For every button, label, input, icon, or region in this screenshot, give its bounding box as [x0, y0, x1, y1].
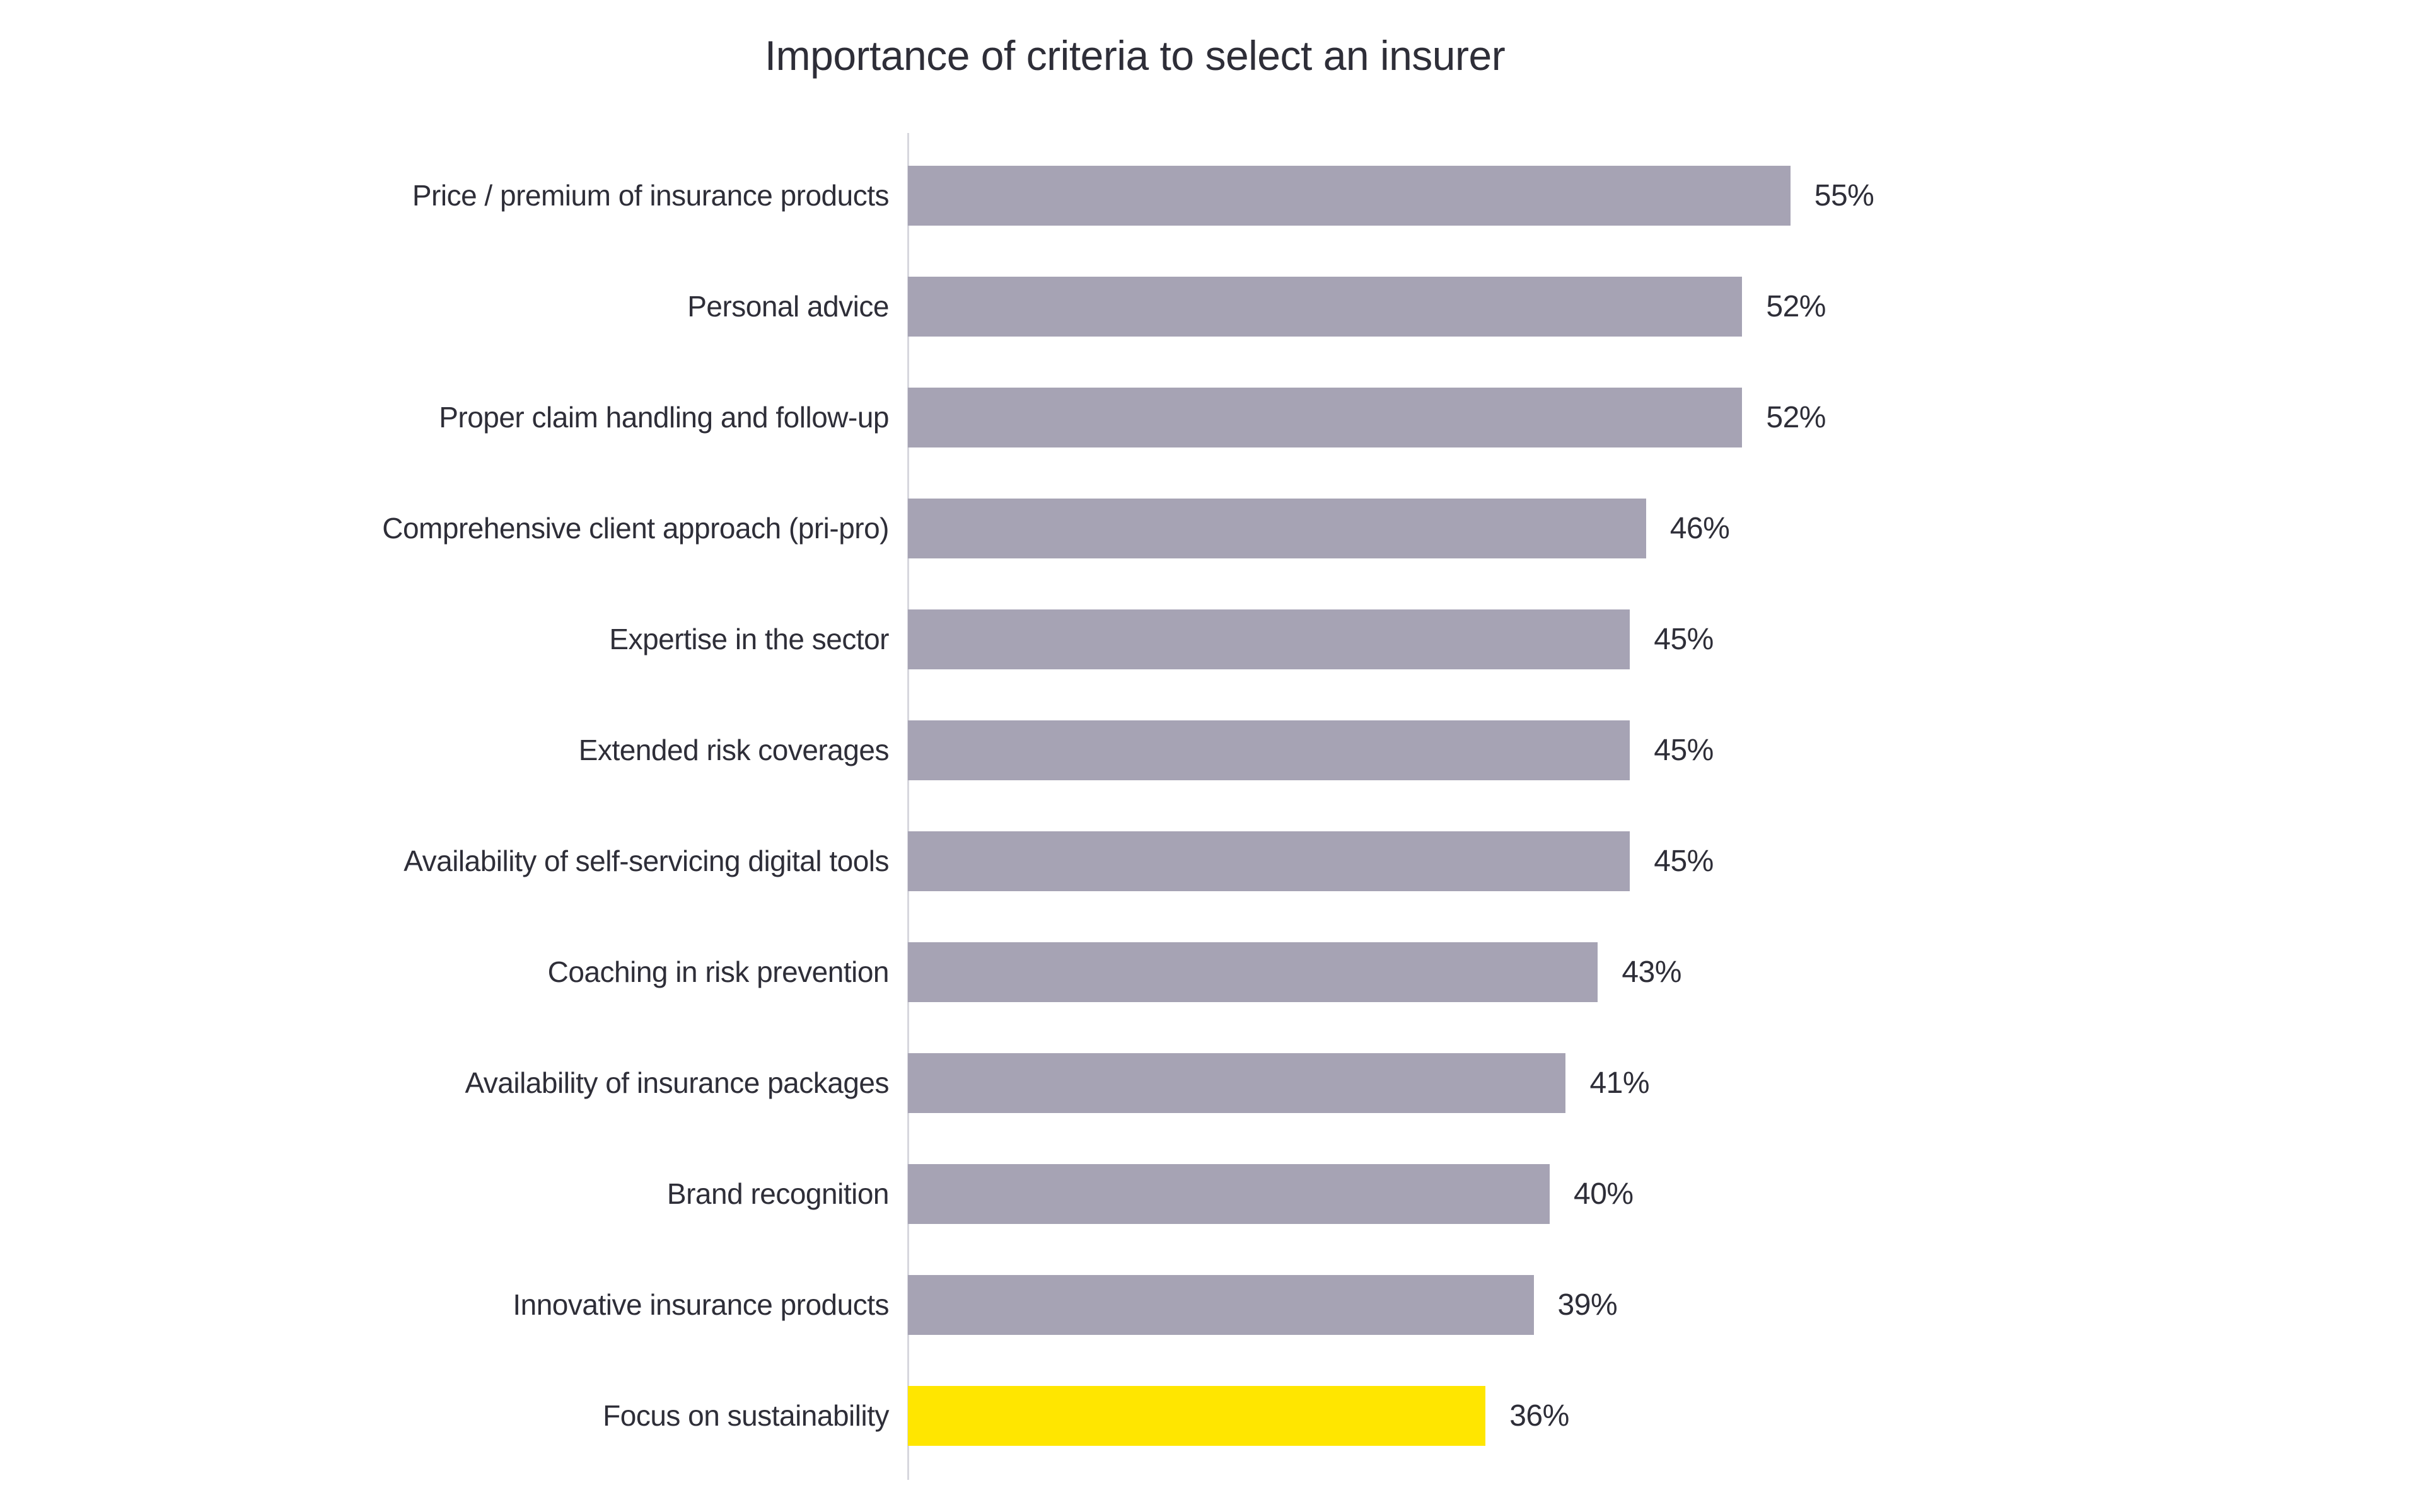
category-label: Availability of insurance packages [465, 1066, 889, 1099]
category-label: Extended risk coverages [578, 734, 890, 766]
value-label: 39% [1557, 1288, 1618, 1322]
chart-row: Personal advice 52% [0, 251, 2421, 362]
bar-track: 41% [908, 1027, 2421, 1138]
bar-track: 36% [908, 1360, 2421, 1471]
category-label: Comprehensive client approach (pri-pro) [382, 512, 889, 545]
value-label: 52% [1766, 289, 1826, 323]
bar-track: 52% [908, 362, 2421, 473]
plot-area: Price / premium of insurance products 55%… [0, 140, 2421, 1471]
value-label: 52% [1766, 400, 1826, 434]
chart-row: Price / premium of insurance products 55% [0, 140, 2421, 251]
value-label: 41% [1589, 1066, 1650, 1100]
bar [908, 1274, 1534, 1335]
chart-row: Expertise in the sector 45% [0, 584, 2421, 695]
bar-track: 46% [908, 473, 2421, 584]
chart-title: Importance of criteria to select an insu… [764, 32, 1506, 79]
bar [908, 609, 1630, 669]
value-label: 45% [1654, 844, 1714, 878]
bar [908, 831, 1630, 891]
chart-row: Comprehensive client approach (pri-pro) 4… [0, 473, 2421, 584]
value-label: 43% [1622, 955, 1681, 989]
category-label: Brand recognition [666, 1177, 890, 1210]
chart-row: Focus on sustainability 36% [0, 1360, 2421, 1471]
category-label: Expertise in the sector [609, 623, 889, 655]
category-label: Availability of self-servicing digital t… [404, 845, 889, 877]
chart-row: Availability of self-servicing digital t… [0, 805, 2421, 916]
y-axis-line [907, 133, 909, 1480]
chart-row: Proper claim handling and follow-up 52% [0, 362, 2421, 473]
category-label: Proper claim handling and follow-up [439, 401, 889, 434]
bar [908, 165, 1791, 226]
bar-track: 45% [908, 805, 2421, 916]
chart-row: Innovative insurance products 39% [0, 1249, 2421, 1360]
bar-track: 45% [908, 584, 2421, 695]
bar-track: 55% [908, 140, 2421, 251]
value-label: 45% [1654, 622, 1714, 656]
category-label: Price / premium of insurance products [412, 179, 890, 212]
bar [908, 387, 1743, 447]
chart-row: Brand recognition 40% [0, 1138, 2421, 1249]
chart-row: Extended risk coverages 45% [0, 695, 2421, 805]
bar-track: 45% [908, 695, 2421, 805]
value-label: 40% [1574, 1177, 1634, 1211]
bar-track: 39% [908, 1249, 2421, 1360]
bar-track: 40% [908, 1138, 2421, 1249]
bar-highlighted [908, 1385, 1486, 1446]
category-label: Innovative insurance products [513, 1288, 889, 1321]
value-label: 45% [1654, 733, 1714, 767]
chart-row: Availability of insurance packages 41% [0, 1027, 2421, 1138]
bar [908, 498, 1646, 558]
bar [908, 1163, 1550, 1224]
bar [908, 1053, 1566, 1113]
bar [908, 942, 1598, 1002]
bar-track: 52% [908, 251, 2421, 362]
value-label: 36% [1509, 1399, 1569, 1433]
chart-row: Coaching in risk prevention 43% [0, 916, 2421, 1027]
category-label: Personal advice [687, 290, 889, 323]
value-label: 55% [1814, 178, 1874, 212]
category-label: Coaching in risk prevention [547, 955, 890, 988]
category-label: Focus on sustainability [603, 1399, 889, 1432]
bar [908, 720, 1630, 780]
value-label: 46% [1669, 511, 1730, 545]
bar [908, 276, 1743, 337]
bar-track: 43% [908, 916, 2421, 1027]
